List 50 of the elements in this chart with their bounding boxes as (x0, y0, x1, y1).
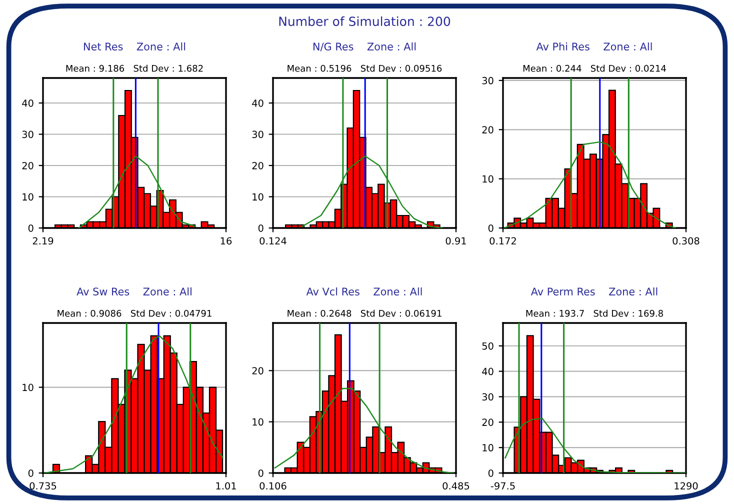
chart-subtitle: Mean : 9.186 Std Dev : 1.682 (66, 64, 203, 72)
y-tick-label: 40 (22, 99, 34, 107)
chart-title: Av Phi Res Zone : All (536, 42, 652, 50)
x-tick-label: 0.91 (446, 237, 466, 245)
x-tick-label: 0.124 (260, 237, 286, 245)
x-tick-label: 0.172 (490, 237, 516, 245)
y-tick-label: 30 (22, 130, 34, 138)
y-tick-label: 0 (258, 224, 264, 232)
x-tick-label: 0.485 (442, 482, 470, 490)
y-tick-label: 10 (252, 418, 264, 426)
y-tick-label: 0 (28, 469, 34, 477)
chart-title: Av Sw Res Zone : All (76, 287, 192, 296)
y-tick-label: 20 (22, 162, 34, 170)
chart-title: N/G Res Zone : All (313, 42, 416, 52)
chart-title: Av Vcl Res Zone : All (306, 287, 422, 296)
y-tick-label: 0 (28, 224, 34, 232)
x-tick-label: 16 (220, 237, 232, 245)
y-tick-label: 10 (252, 193, 264, 201)
y-tick-label: 0 (258, 469, 264, 477)
chart-title: Av Perm Res Zone : All (530, 287, 658, 296)
y-tick-label: 20 (482, 126, 494, 134)
y-tick-label: 40 (252, 99, 264, 107)
chart-subtitle: Mean : 0.244 Std Dev : 0.0214 (523, 64, 666, 72)
y-tick-label: 50 (482, 342, 494, 350)
chart-title: Net Res Zone : All (84, 42, 186, 50)
y-tick-label: 40 (482, 368, 494, 376)
x-tick-label: 1.01 (216, 482, 236, 490)
y-tick-label: 0 (488, 469, 494, 477)
x-tick-label: -97.5 (490, 482, 515, 490)
x-tick-label: 0.735 (30, 482, 56, 490)
text: Number of Simulation : 200 (279, 16, 450, 26)
y-tick-label: 20 (252, 367, 264, 374)
x-tick-label: 0.106 (260, 482, 286, 490)
chart-subtitle: Mean : 193.7 Std Dev : 169.8 (526, 310, 663, 317)
y-tick-label: 10 (22, 384, 34, 392)
y-tick-label: 30 (482, 393, 494, 401)
y-tick-label: 20 (252, 162, 264, 170)
x-tick-label: 1290 (674, 482, 698, 490)
y-tick-label: 10 (482, 444, 494, 452)
y-tick-label: 20 (482, 418, 494, 426)
y-tick-label: 30 (482, 76, 494, 84)
y-tick-label: 10 (482, 175, 494, 183)
chart-subtitle: Mean : 0.9086 Std Dev : 0.04791 (58, 310, 212, 317)
chart-subtitle: Mean : 0.5196 Std Dev : 0.09516 (288, 64, 442, 72)
x-tick-label: 2.19 (32, 237, 54, 245)
x-tick-label: 0.308 (672, 237, 700, 245)
y-tick-label: 0 (488, 224, 494, 232)
chart-subtitle: Mean : 0.2648 Std Dev : 0.06191 (288, 310, 442, 317)
y-tick-label: 10 (22, 193, 34, 201)
y-tick-label: 30 (252, 130, 264, 138)
